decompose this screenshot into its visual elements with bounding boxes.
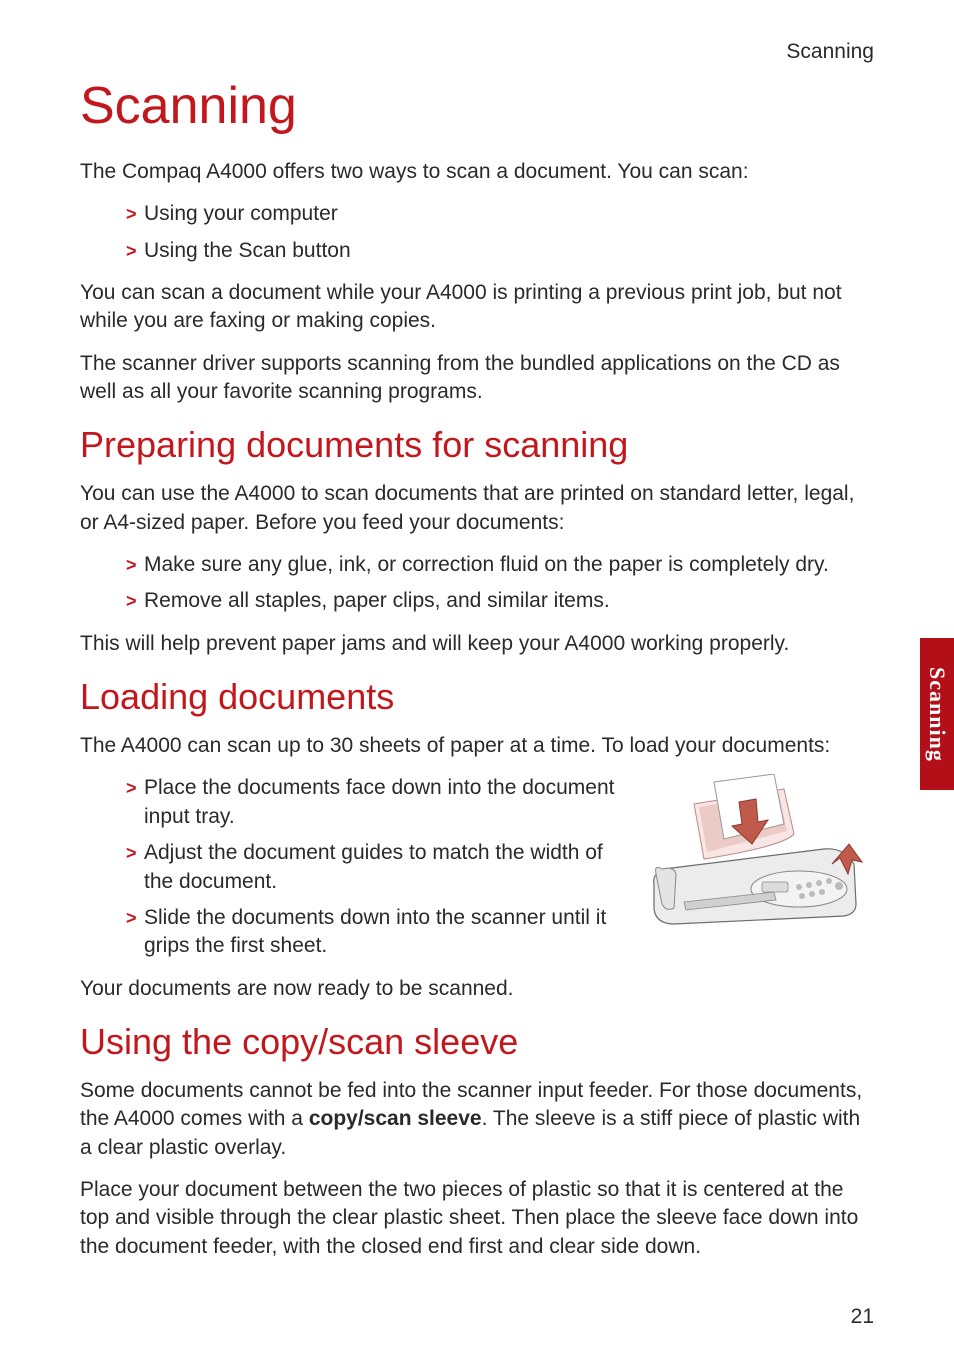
device-illustration (644, 774, 864, 934)
list-item: Using the Scan button (130, 237, 874, 265)
sleeve-paragraph-2: Place your document between the two piec… (80, 1176, 874, 1261)
section-heading-sleeve: Using the copy/scan sleeve (80, 1021, 874, 1063)
document-page: Scanning Scanning The Compaq A4000 offer… (0, 0, 954, 1365)
intro-paragraph-1: The Compaq A4000 offers two ways to scan… (80, 158, 874, 186)
intro-bullet-list: Using your computer Using the Scan butto… (80, 200, 874, 265)
list-item: Place the documents face down into the d… (130, 774, 624, 831)
sleeve-p1-bold: copy/scan sleeve (309, 1107, 482, 1130)
page-title: Scanning (80, 76, 874, 136)
preparing-paragraph-2: This will help prevent paper jams and wi… (80, 630, 874, 658)
intro-paragraph-3: The scanner driver supports scanning fro… (80, 350, 874, 407)
loading-content-row: Place the documents face down into the d… (80, 774, 874, 960)
preparing-paragraph-1: You can use the A4000 to scan documents … (80, 480, 874, 537)
loading-paragraph-1: The A4000 can scan up to 30 sheets of pa… (80, 732, 874, 760)
list-item: Remove all staples, paper clips, and sim… (130, 587, 874, 615)
sleeve-paragraph-1: Some documents cannot be fed into the sc… (80, 1077, 874, 1162)
list-item: Make sure any glue, ink, or correction f… (130, 551, 874, 579)
scanner-device-icon (644, 774, 864, 934)
side-tab-label: Scanning (924, 667, 950, 762)
running-head: Scanning (80, 40, 874, 64)
intro-paragraph-2: You can scan a document while your A4000… (80, 279, 874, 336)
chapter-side-tab: Scanning (920, 638, 954, 790)
list-item: Slide the documents down into the scanne… (130, 904, 624, 961)
list-item: Adjust the document guides to match the … (130, 839, 624, 896)
section-heading-preparing: Preparing documents for scanning (80, 424, 874, 466)
preparing-bullet-list: Make sure any glue, ink, or correction f… (80, 551, 874, 616)
loading-paragraph-2: Your documents are now ready to be scann… (80, 975, 874, 1003)
list-item: Using your computer (130, 200, 874, 228)
page-number: 21 (851, 1305, 874, 1329)
section-heading-loading: Loading documents (80, 676, 874, 718)
